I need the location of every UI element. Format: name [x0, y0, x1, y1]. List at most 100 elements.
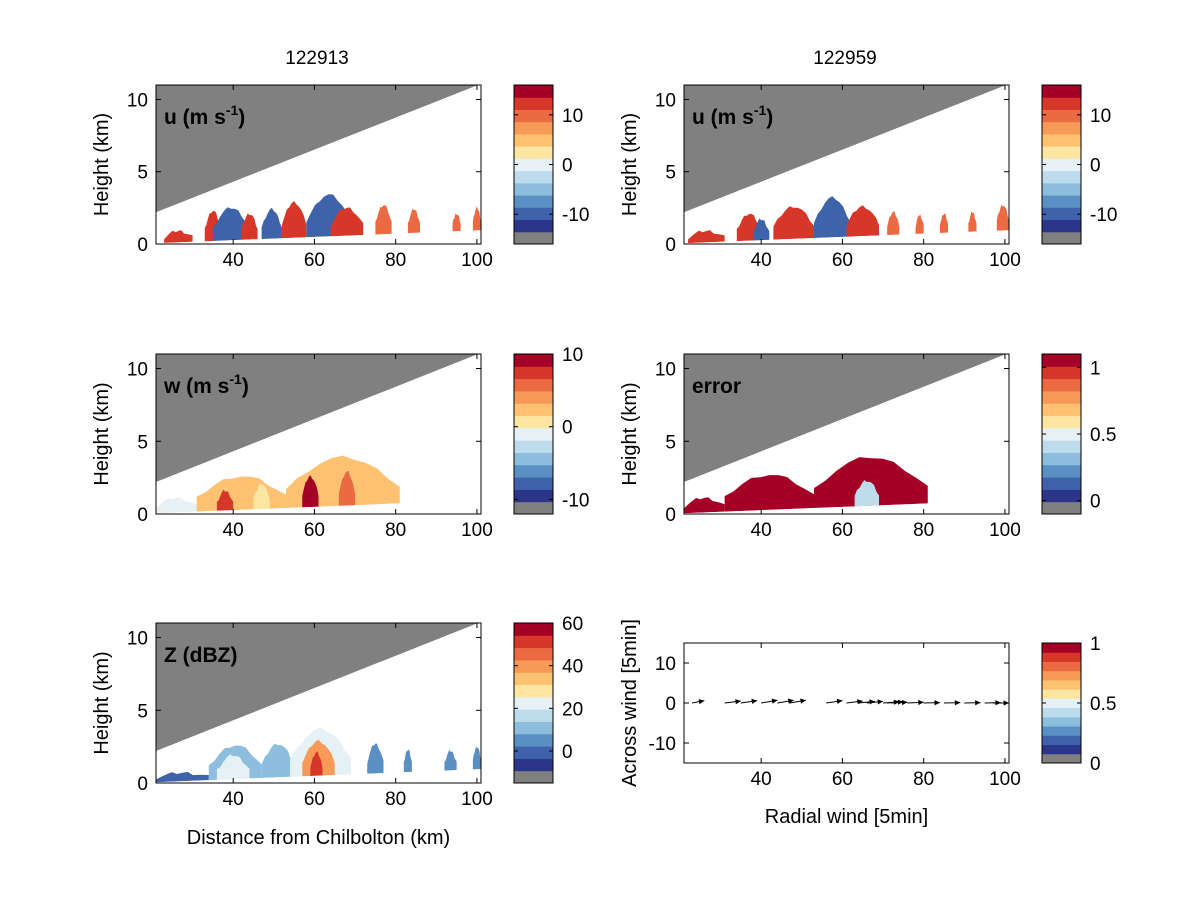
colorbar-band: [1042, 170, 1081, 184]
beam-blocked-region: [156, 354, 479, 482]
echo-region: [996, 204, 1009, 231]
axes-frame: [683, 84, 1010, 245]
colorbar-band: [1042, 97, 1081, 110]
echo-region: [403, 749, 412, 773]
colorbar-tick-label: 1: [1090, 634, 1101, 655]
colorbar-band: [514, 366, 553, 380]
y-tick-label: 5: [137, 163, 148, 184]
beam-blocked-region: [684, 85, 1007, 213]
colorbar-tick-label: 10: [562, 345, 583, 366]
wind-arrow-head: [836, 698, 843, 704]
panel-error_right: 40 60 80 100 0 5 10 Height (km) error 1 0.5 0: [619, 353, 1116, 541]
x-tick-label: 80: [913, 769, 934, 790]
y-axis-label: Height (km): [91, 651, 113, 754]
wind-arrow-head: [800, 698, 806, 704]
colorbar-band: [514, 207, 553, 221]
colorbar-band: [1042, 231, 1081, 245]
colorbar-band: [514, 440, 553, 453]
wind-arrow-head: [771, 698, 778, 704]
panel-label: error: [692, 375, 741, 398]
x-tick-label: 80: [385, 250, 406, 271]
wind-arrow-head: [934, 700, 940, 706]
echo-region: [753, 218, 770, 241]
panel-label-end: ): [766, 106, 773, 129]
wind-arrow-head: [869, 699, 875, 705]
colorbar-band: [1042, 501, 1081, 515]
y-tick-label: 10: [127, 360, 148, 381]
colorbar-tick-label: 40: [562, 657, 583, 678]
colorbar-band: [1042, 207, 1081, 221]
echo-region: [375, 205, 392, 235]
colorbar-band: [514, 623, 553, 636]
colorbar-tick-label: 0: [562, 156, 573, 177]
plot-area: [156, 85, 481, 244]
echo-region: [887, 211, 900, 236]
panel-label-end: ): [238, 106, 245, 129]
colorbar-band: [514, 427, 553, 441]
echo-region: [212, 207, 250, 241]
ground-region: [684, 230, 1009, 244]
x-tick-label: 100: [461, 520, 493, 541]
axes-frame: [683, 353, 1010, 515]
colorbar-band: [514, 354, 553, 367]
echo-region: [156, 771, 209, 783]
y-tick-label: 5: [137, 432, 148, 453]
colorbar-band: [1042, 489, 1081, 503]
colorbar-band: [1042, 452, 1081, 466]
colorbar-band: [1042, 661, 1081, 672]
echo-region: [261, 743, 295, 778]
wind-arrow-head: [975, 700, 981, 706]
echo-region: [688, 230, 725, 244]
colorbar-band: [514, 770, 553, 784]
echo-region: [310, 751, 323, 777]
panel-label-sup: -1: [754, 102, 767, 118]
x-tick-label: 100: [461, 250, 493, 271]
echo-region: [241, 213, 258, 240]
x-tick-label: 60: [304, 250, 325, 271]
echo-region: [196, 476, 286, 512]
echo-region: [915, 214, 924, 234]
wind-arrow-head: [698, 699, 705, 705]
colorbar-band: [1042, 716, 1081, 727]
colorbar-band: [1042, 744, 1081, 755]
echo-region: [216, 489, 234, 511]
echo-region: [330, 207, 364, 237]
x-tick-label: 80: [913, 250, 934, 271]
colorbar-band: [1042, 427, 1081, 441]
colorbar-tick-label: 60: [562, 614, 583, 635]
echo-region: [444, 749, 457, 771]
wind-arrow-head: [901, 699, 908, 706]
x-tick-label: 60: [832, 769, 853, 790]
colorbar-band: [1042, 689, 1081, 699]
ground-region: [156, 230, 481, 244]
colorbar-band: [1042, 378, 1081, 392]
y-axis-label: Height (km): [91, 113, 113, 216]
echo-region: [253, 483, 270, 510]
panel-label-sup: -1: [229, 371, 242, 387]
panel-label: Z (dBZ): [164, 644, 237, 667]
echo-region: [472, 206, 481, 231]
x-axis-label: Distance from Chilbolton (km): [187, 827, 450, 849]
y-tick-label: -10: [649, 734, 676, 755]
y-axis-label: Height (km): [619, 113, 641, 216]
x-tick-label: 40: [751, 769, 772, 790]
panel-label-sup: -1: [226, 102, 239, 118]
echo-region: [854, 480, 879, 507]
echo-region: [846, 205, 879, 237]
beam-blocked-region: [156, 85, 479, 213]
plot-area: [156, 623, 481, 783]
echo-region: [939, 213, 949, 233]
x-tick-label: 100: [989, 769, 1021, 790]
panel-label-end: ): [242, 375, 249, 398]
colorbar-band: [1042, 133, 1081, 147]
echo-region: [814, 196, 851, 239]
colorbar-band: [1042, 85, 1081, 98]
colorbar-band: [514, 758, 553, 772]
colorbar-band: [514, 219, 553, 233]
colorbar-tick-label: 0.5: [1090, 425, 1116, 446]
panel-z_left: 40 60 80 100 0 5 10 Height (km) Distance from Ch…: [91, 614, 583, 849]
